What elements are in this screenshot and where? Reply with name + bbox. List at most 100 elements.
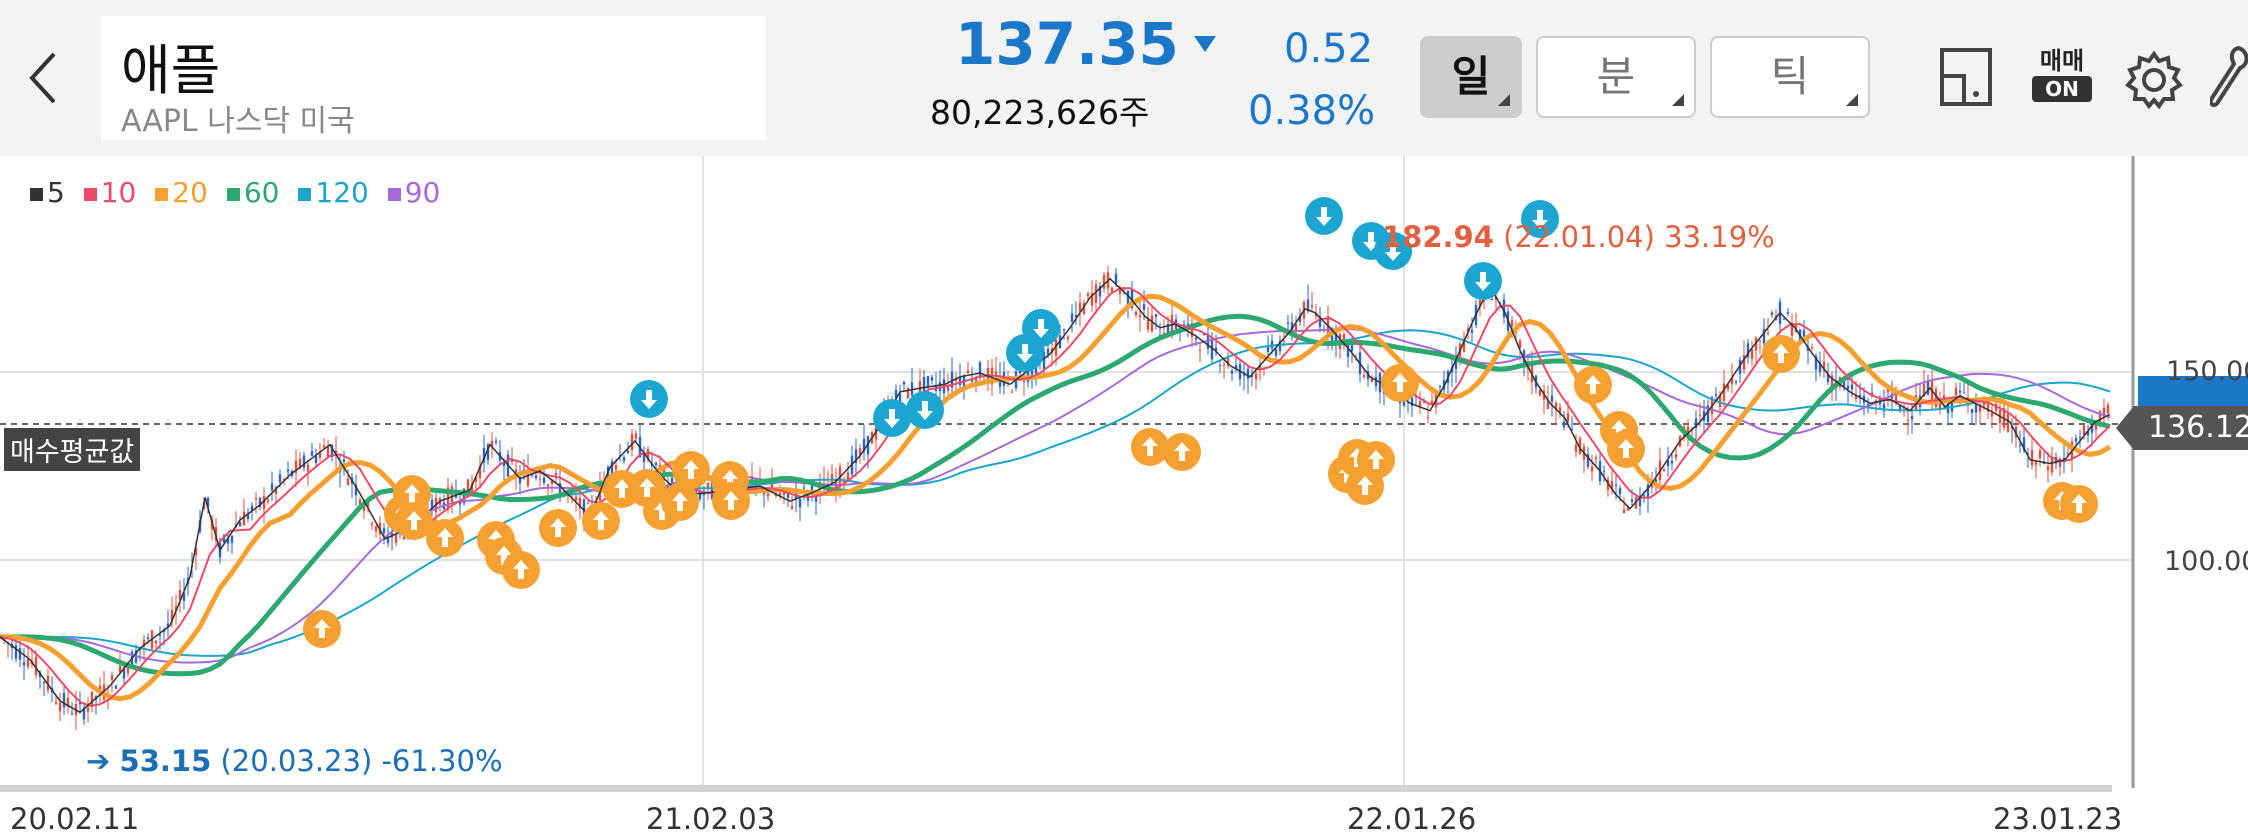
candle-body bbox=[1470, 329, 1474, 333]
period-tick-button[interactable]: 틱 bbox=[1710, 36, 1870, 118]
price-change: 0.52 bbox=[1284, 26, 1374, 72]
buy-signal-icon bbox=[2060, 485, 2098, 523]
candle-body bbox=[862, 438, 866, 452]
candle-body bbox=[654, 462, 658, 466]
candle-body bbox=[82, 707, 86, 720]
candle-body bbox=[2074, 437, 2078, 442]
candle-body bbox=[1894, 394, 1898, 403]
trade-badge-on: ON bbox=[2032, 76, 2092, 102]
buy-signal-icon bbox=[1762, 335, 1800, 373]
candle-body bbox=[1858, 394, 1862, 398]
candle-body bbox=[610, 461, 614, 477]
candle-body bbox=[470, 483, 474, 492]
price-change-percent: 0.38% bbox=[1248, 88, 1376, 134]
candle-body bbox=[778, 492, 782, 497]
candle-body bbox=[838, 466, 842, 485]
candle-body bbox=[90, 691, 94, 708]
candle-body bbox=[1602, 471, 1606, 473]
candle-body bbox=[34, 656, 38, 676]
candle-body bbox=[262, 495, 266, 510]
avg-price-tag: 136.12 bbox=[2116, 406, 2248, 450]
candle-body bbox=[1782, 318, 1786, 320]
candle-body bbox=[1226, 358, 1230, 366]
back-icon[interactable] bbox=[24, 48, 64, 108]
candle-body bbox=[1370, 378, 1374, 383]
candle-body bbox=[766, 493, 770, 497]
candle-body bbox=[1686, 426, 1690, 438]
candle-body bbox=[1814, 356, 1818, 370]
candle-body bbox=[250, 505, 254, 512]
stock-search-box[interactable]: 애플 AAPL 나스닥 미국 bbox=[101, 16, 766, 140]
candle-body bbox=[2026, 453, 2030, 455]
auto-trade-toggle[interactable]: 매매 ON bbox=[2032, 48, 2092, 102]
candle-body bbox=[994, 371, 998, 375]
wrench-icon[interactable] bbox=[2210, 46, 2248, 110]
candle-body bbox=[1258, 364, 1262, 369]
candle-body bbox=[1430, 400, 1434, 404]
period-day-button[interactable]: 일 bbox=[1420, 36, 1522, 118]
candle-body bbox=[1278, 341, 1282, 352]
candle-body bbox=[1246, 368, 1250, 379]
candle-body bbox=[626, 450, 630, 454]
candle-body bbox=[86, 707, 90, 712]
candle-body bbox=[298, 459, 302, 469]
candle-body bbox=[1346, 344, 1350, 358]
period-minute-button[interactable]: 분 bbox=[1536, 36, 1696, 118]
candle-body bbox=[1070, 313, 1074, 322]
candle-body bbox=[1034, 365, 1038, 374]
legend-ma20: 20 bbox=[155, 176, 208, 209]
period-minute-label: 분 bbox=[1596, 52, 1636, 101]
candle-body bbox=[970, 379, 974, 382]
candle-body bbox=[46, 675, 50, 691]
sell-signal-icon bbox=[1305, 197, 1343, 235]
candle-body bbox=[70, 713, 74, 715]
ma10-line bbox=[0, 287, 2111, 707]
candle-body bbox=[1694, 418, 1698, 429]
candle-body bbox=[662, 468, 666, 475]
layout-split-icon[interactable] bbox=[1938, 46, 1994, 108]
sell-signal-icon bbox=[1374, 232, 1412, 270]
candle-body bbox=[1306, 299, 1310, 312]
candle-body bbox=[922, 377, 926, 397]
candle-body bbox=[26, 659, 30, 667]
candle-body bbox=[62, 692, 66, 708]
moving-average-lines bbox=[0, 277, 2112, 714]
candle-body bbox=[898, 393, 902, 403]
candle-body bbox=[550, 479, 554, 484]
candle-body bbox=[1938, 400, 1942, 410]
candle-body bbox=[2066, 453, 2070, 455]
signal-markers bbox=[303, 197, 2098, 648]
candle-body bbox=[1570, 428, 1574, 430]
candle-body bbox=[502, 462, 506, 467]
candle-body bbox=[1578, 438, 1582, 454]
gear-icon[interactable] bbox=[2124, 50, 2184, 110]
candle-body bbox=[790, 505, 794, 509]
candle-body bbox=[1786, 312, 1790, 314]
candle-body bbox=[1438, 385, 1442, 387]
candle-body bbox=[1066, 336, 1070, 340]
price-chart[interactable] bbox=[0, 156, 2248, 839]
candle-body bbox=[354, 484, 358, 496]
candle-body bbox=[2078, 436, 2082, 438]
buy-signal-icon bbox=[712, 482, 750, 520]
candle-body bbox=[330, 445, 334, 457]
trade-badge-top: 매매 bbox=[2039, 47, 2085, 75]
candle-body bbox=[458, 501, 462, 505]
candle-body bbox=[386, 538, 390, 544]
candle-body bbox=[974, 377, 978, 385]
candle-body bbox=[1286, 322, 1290, 324]
candle-body bbox=[1566, 413, 1570, 422]
legend-ma60: 60 bbox=[226, 176, 279, 209]
candle-body bbox=[1722, 383, 1726, 401]
candle-body bbox=[1086, 293, 1090, 297]
candle-body bbox=[1906, 419, 1910, 421]
candle-body bbox=[178, 590, 182, 601]
horizontal-scrollbar[interactable] bbox=[0, 785, 2112, 792]
candle-body bbox=[238, 522, 242, 527]
buy-signal-icon bbox=[1357, 441, 1395, 479]
candle-body bbox=[978, 362, 982, 378]
candle-body bbox=[1362, 375, 1366, 377]
stock-name: 애플 bbox=[121, 39, 221, 102]
candle-body bbox=[1078, 302, 1082, 312]
candle-body bbox=[1146, 319, 1150, 330]
